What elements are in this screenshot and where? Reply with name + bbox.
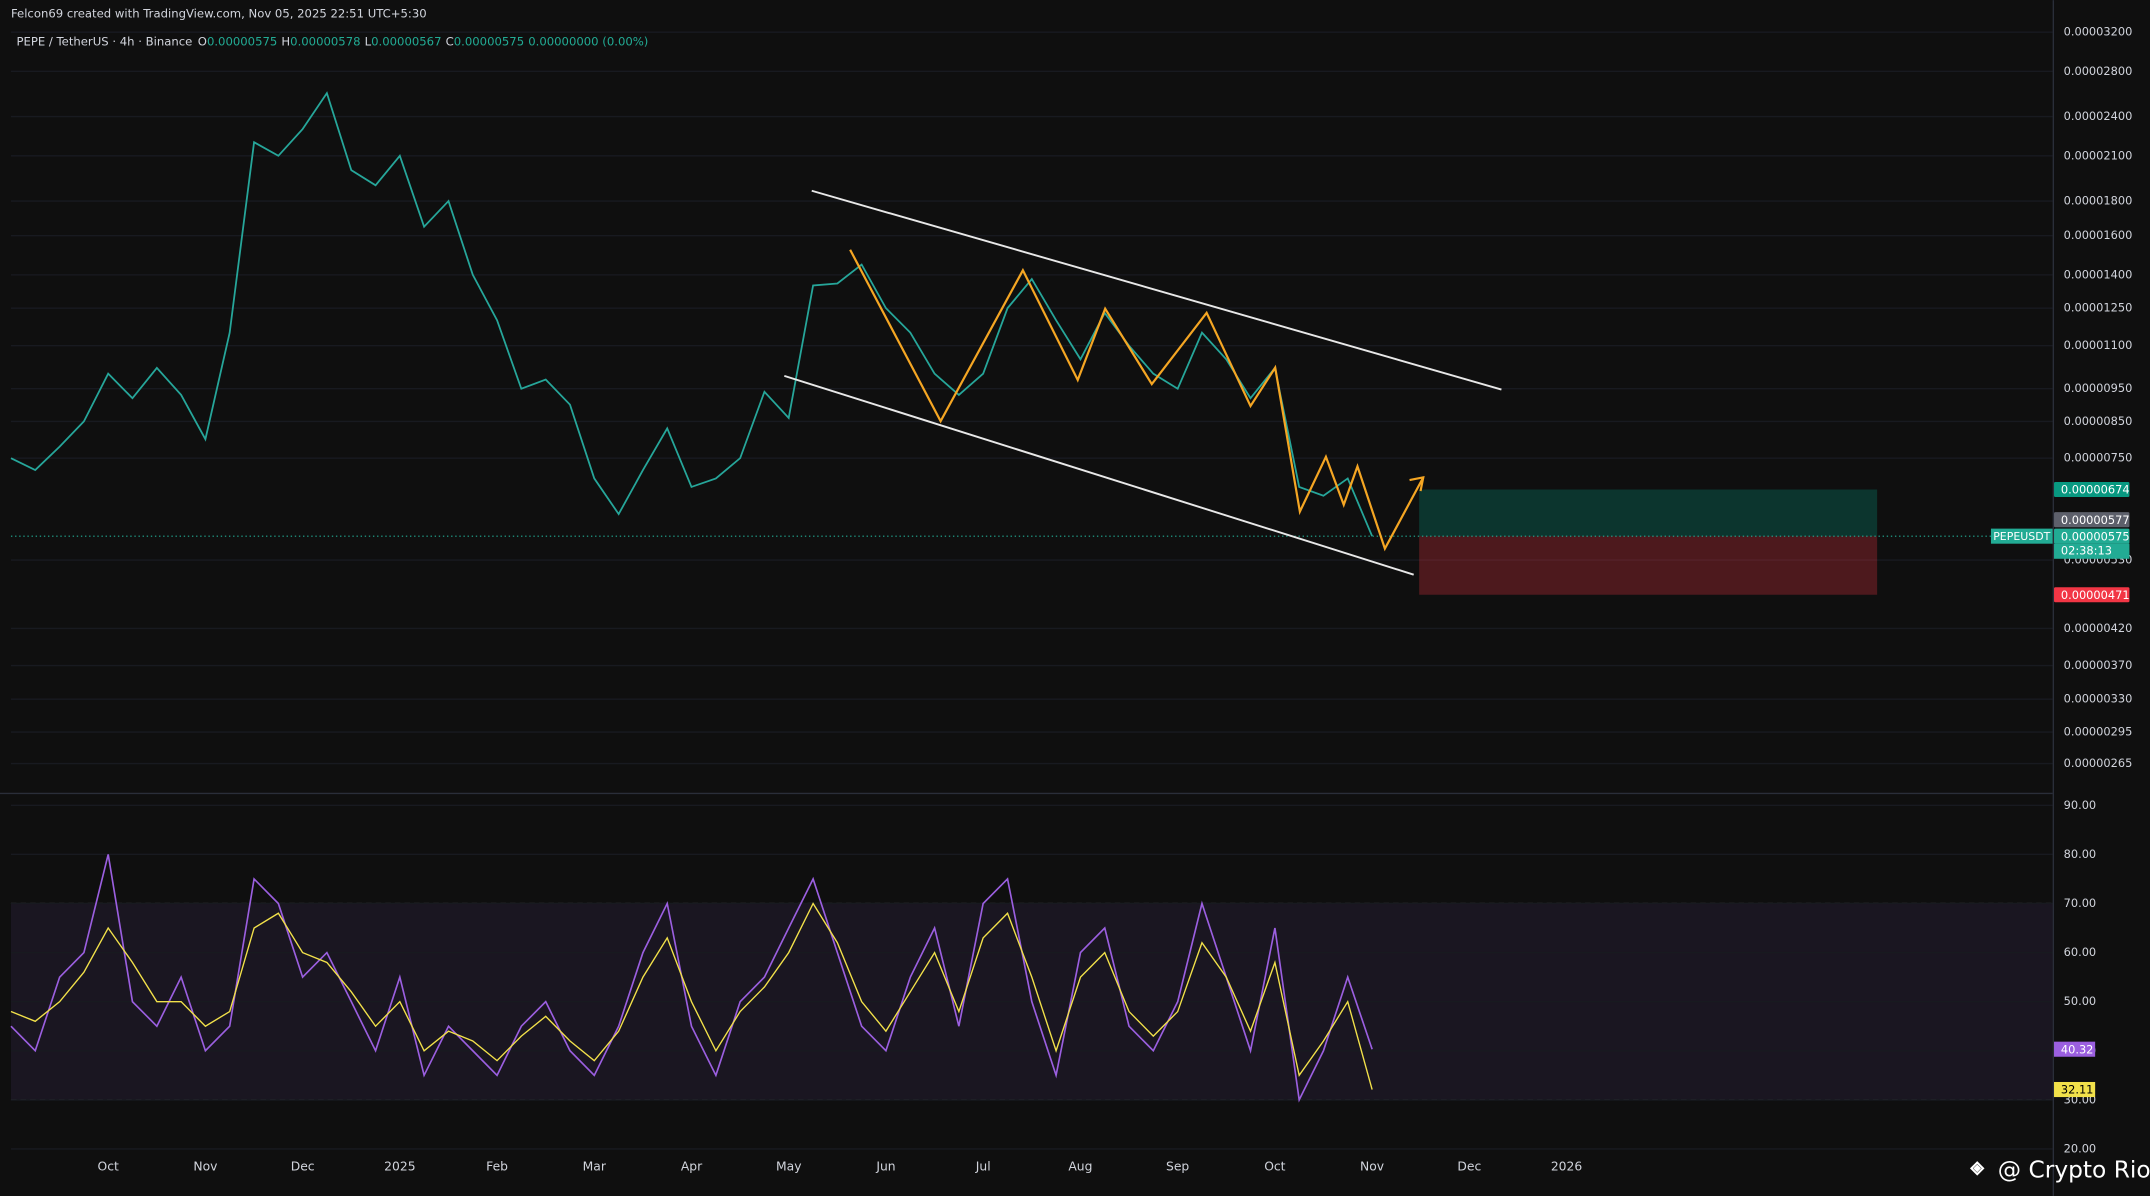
channel-line xyxy=(811,189,1502,391)
x-tick-label: Mar xyxy=(583,1160,607,1174)
x-tick-label: 2026 xyxy=(1551,1160,1583,1174)
ohlc-key: H xyxy=(281,34,290,48)
change: 0.00000000 (0.00%) xyxy=(528,34,648,48)
price-badge-label: 0.00000577 xyxy=(2061,513,2130,527)
ohlc-value: 0.00000575 xyxy=(207,34,277,48)
rsi-line xyxy=(10,902,1373,1090)
y-tick-label: 0.00000295 xyxy=(2064,725,2133,739)
marks xyxy=(10,91,1373,1103)
y-tick-label: 0.00000420 xyxy=(2064,621,2133,635)
y-tick-label: 0.00001600 xyxy=(2064,228,2133,242)
price-badge xyxy=(2054,481,2130,498)
x-tick-label: May xyxy=(776,1160,802,1174)
y-tick-label: 0.00001400 xyxy=(2064,267,2133,281)
y-tick-label: 0.00000370 xyxy=(2064,658,2133,672)
price-badge-label: 0.00000674 xyxy=(2061,483,2130,497)
symbol: PEPE / TetherUS · 4h · Binance xyxy=(16,34,192,48)
y-tick-label: 0.00002100 xyxy=(2064,148,2133,162)
x-tick-label: Oct xyxy=(98,1160,119,1174)
watermark-icon xyxy=(1969,1161,1985,1176)
y-tick-label: 0.00002400 xyxy=(2064,109,2133,123)
target-zone xyxy=(1419,489,1878,537)
position-box xyxy=(10,489,2053,595)
x-tick-label: 2025 xyxy=(384,1160,415,1174)
x-tick-label: Apr xyxy=(681,1160,703,1174)
x-tick-label: Sep xyxy=(1166,1160,1189,1174)
x-tick-label: Feb xyxy=(486,1160,508,1174)
y-tick-label: 0.00001800 xyxy=(2064,194,2133,208)
symbol-badge xyxy=(1990,528,2053,544)
credit: Felcon69 created with TradingView.com, N… xyxy=(11,6,427,20)
y-tick-label: 0.00001250 xyxy=(2064,301,2133,315)
x-tick-label: Jun xyxy=(875,1160,895,1174)
ohlc-key: O xyxy=(198,34,207,48)
price-badge xyxy=(2054,528,2130,544)
y-tick-label: 0.00001100 xyxy=(2064,338,2133,352)
x-tick-label: Jul xyxy=(975,1160,991,1174)
price-badge xyxy=(2054,512,2130,528)
price-badge-label: 0.00000575 xyxy=(2061,529,2130,543)
y-tick-label: 0.00002800 xyxy=(2064,64,2133,78)
price-line xyxy=(10,91,1373,537)
y-tick-label: 70.00 xyxy=(2064,896,2097,910)
watermark: @ Crypto Rio xyxy=(1998,1157,2150,1184)
rsi-badge xyxy=(2054,1081,2096,1098)
price-badge xyxy=(2054,587,2130,603)
x-tick-label: Aug xyxy=(1068,1160,1092,1174)
ohlc-value: 0.00000578 xyxy=(290,34,360,48)
countdown: 02:38:13 xyxy=(2061,544,2112,558)
y-tick-label: 90.00 xyxy=(2064,798,2097,812)
y-tick-label: 0.00003200 xyxy=(2064,25,2133,39)
y-tick-label: 0.00000750 xyxy=(2064,451,2133,465)
y-tick-label: 0.00000265 xyxy=(2064,756,2133,770)
ohlc-value: 0.00000575 xyxy=(454,34,524,48)
drawings xyxy=(784,189,1502,576)
x-tick-label: Dec xyxy=(291,1160,315,1174)
rsi-line xyxy=(10,854,1373,1103)
x-tick-label: Nov xyxy=(193,1160,217,1174)
legend: PEPE / TetherUS · 4h · Binance O0.0000057… xyxy=(16,34,648,48)
y-tick-label: 60.00 xyxy=(2064,945,2097,959)
y-tick-label: 50.00 xyxy=(2064,994,2097,1008)
rsi-badge-label: 40.32 xyxy=(2061,1042,2094,1056)
countdown-badge xyxy=(2054,543,2130,559)
y-tick-label: 0.00000330 xyxy=(2064,692,2133,706)
rsi-badge xyxy=(2054,1041,2096,1057)
arrow-head xyxy=(1409,475,1425,492)
zigzag-path xyxy=(849,249,1425,552)
price-badge-label: 0.00000471 xyxy=(2061,588,2130,602)
x-tick-label: Dec xyxy=(1457,1160,1481,1174)
stop-zone xyxy=(1419,536,1878,595)
x-tick-label: Nov xyxy=(1360,1160,1384,1174)
axes: 0.00003200 0.00002800 0.00002400 0.00002100… xyxy=(98,25,2133,1174)
y-tick-label: 80.00 xyxy=(2064,847,2097,861)
ohlc-key: C xyxy=(446,34,454,48)
x-tick-label: Oct xyxy=(1264,1160,1285,1174)
y-tick-label: 0.00000950 xyxy=(2064,381,2133,395)
channel-line xyxy=(784,374,1414,576)
y-tick-label: 0.00000850 xyxy=(2064,414,2133,428)
y-tick-label: 20.00 xyxy=(2064,1141,2097,1155)
rsi-badge-label: 32.11 xyxy=(2061,1083,2094,1097)
symbol-tag: PEPEUSDT xyxy=(1993,530,2050,543)
ohlc-value: 0.00000567 xyxy=(371,34,441,48)
ohlc-key: L xyxy=(365,34,372,48)
